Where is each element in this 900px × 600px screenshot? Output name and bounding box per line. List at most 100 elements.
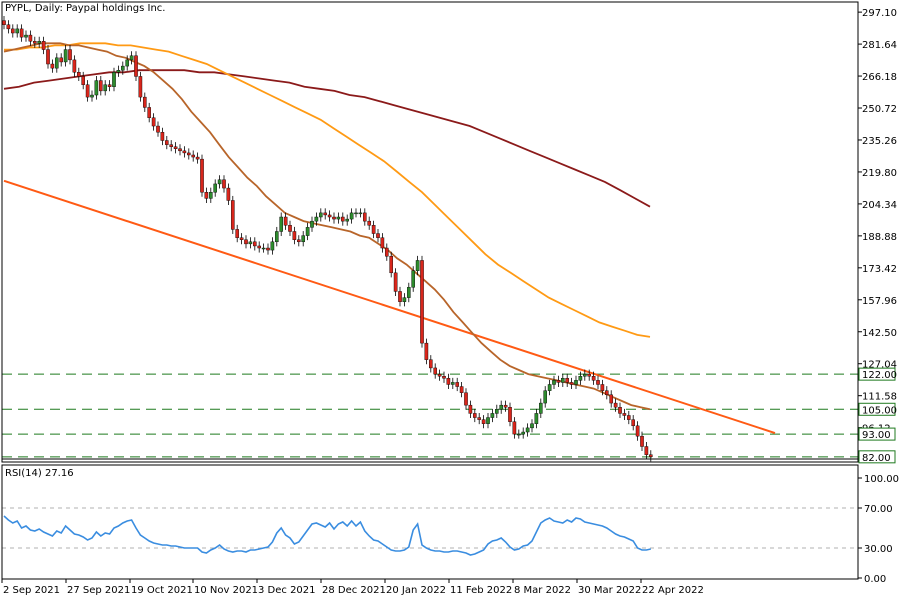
candle <box>252 237 257 251</box>
candle-body <box>411 270 416 288</box>
rsi-tick-label: 30.00 <box>864 544 893 555</box>
candle-body <box>442 376 446 379</box>
price-tick-label: 219.80 <box>862 168 897 179</box>
candle <box>10 24 15 38</box>
time-tick-label: 11 Feb 2022 <box>450 585 512 596</box>
candle-body <box>613 402 618 408</box>
level-box-label: 93.00 <box>862 430 891 441</box>
candle <box>605 386 609 400</box>
candle-body <box>543 390 547 404</box>
candle <box>266 243 270 255</box>
price-tick-label: 111.58 <box>862 392 897 403</box>
level-box-frame <box>858 402 896 416</box>
candle <box>556 375 561 387</box>
level-price-box: 93.00 <box>858 427 896 441</box>
candlestick-series <box>2 16 653 462</box>
candle-body <box>213 183 218 193</box>
candle <box>261 243 266 253</box>
candle <box>539 398 543 418</box>
candle <box>349 208 354 224</box>
candle-body <box>402 297 407 302</box>
candle-body <box>609 394 613 404</box>
candle-body <box>230 200 235 230</box>
candle-body <box>235 229 240 238</box>
candle <box>565 373 569 387</box>
candle-body <box>107 84 112 87</box>
candle <box>367 216 372 230</box>
candle-body <box>41 41 46 50</box>
candle-body <box>539 402 543 414</box>
candle <box>305 222 310 241</box>
price-tick-label: 204.34 <box>862 200 897 211</box>
candle-body <box>605 390 609 396</box>
candle-body <box>90 94 94 98</box>
candle <box>226 183 231 206</box>
candle-body <box>517 433 521 436</box>
candle-body <box>288 225 292 232</box>
candle-body <box>534 413 539 424</box>
candle <box>512 417 517 439</box>
candle-body <box>635 425 640 437</box>
candle-body <box>591 376 596 381</box>
candle-body <box>446 378 451 385</box>
candle-body <box>279 216 284 232</box>
candle-body <box>275 231 279 243</box>
candle <box>195 152 200 164</box>
candle <box>19 24 24 42</box>
candle-body <box>644 446 649 455</box>
candle-body <box>596 380 600 385</box>
level-price-box: 105.00 <box>858 402 897 416</box>
candle-body <box>371 225 376 234</box>
price-tick-label: 235.26 <box>862 136 897 147</box>
candle-body <box>574 380 578 385</box>
candle <box>186 148 191 160</box>
candle <box>468 400 473 418</box>
candle <box>464 388 468 410</box>
candle-body <box>319 212 323 218</box>
candle <box>76 67 81 81</box>
candle <box>292 226 297 245</box>
level-box-frame <box>858 427 896 441</box>
descending-trendline <box>3 179 776 435</box>
candle-body <box>151 117 156 127</box>
price-tick-label: 188.88 <box>862 232 897 243</box>
candle-body <box>477 417 482 420</box>
panel-frames <box>1 1 859 580</box>
candle-body <box>156 125 160 133</box>
candle <box>112 67 116 92</box>
candle <box>244 235 248 249</box>
time-tick-label: 20 Jan 2022 <box>386 585 446 596</box>
candle <box>310 216 314 232</box>
candle <box>90 90 94 102</box>
candle-body <box>24 34 28 38</box>
candle <box>393 268 398 296</box>
candle <box>561 373 565 387</box>
candle-body <box>512 421 517 435</box>
candle-body <box>499 404 504 410</box>
candle <box>424 338 429 365</box>
candle <box>301 231 306 247</box>
candle-body <box>323 212 328 216</box>
candle-body <box>59 57 63 63</box>
candle <box>583 369 587 381</box>
candle <box>429 355 433 373</box>
candle <box>525 423 530 437</box>
candle <box>116 65 121 77</box>
candle <box>191 150 196 162</box>
candle <box>354 208 358 218</box>
candle-body <box>200 158 204 193</box>
price-tick-label: 266.18 <box>862 72 897 83</box>
candle <box>248 237 253 249</box>
candle-body <box>627 415 631 420</box>
candle <box>235 224 240 243</box>
time-tick-label: 28 Dec 2021 <box>322 585 386 596</box>
candle-body <box>393 272 398 292</box>
candle <box>6 20 11 34</box>
candle <box>517 429 521 439</box>
candle <box>446 373 451 390</box>
candle <box>622 408 627 421</box>
candle <box>490 408 495 423</box>
candle <box>345 214 350 226</box>
candle-body <box>248 241 253 245</box>
sma50-line <box>3 42 651 411</box>
